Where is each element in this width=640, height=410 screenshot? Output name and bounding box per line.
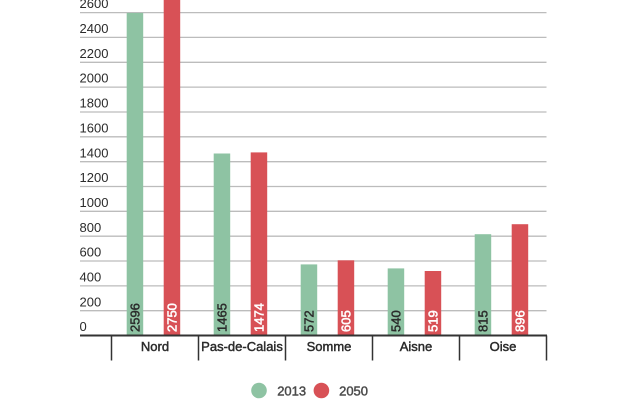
svg-text:519: 519 [426, 310, 441, 332]
svg-text:2200: 2200 [80, 46, 109, 61]
svg-text:2596: 2596 [128, 303, 143, 332]
svg-text:2000: 2000 [80, 71, 109, 86]
svg-text:Pas-de-Calais: Pas-de-Calais [201, 339, 283, 354]
svg-text:0: 0 [80, 319, 87, 334]
svg-text:605: 605 [339, 310, 354, 332]
svg-text:815: 815 [476, 310, 491, 332]
svg-text:2400: 2400 [80, 21, 109, 36]
svg-text:400: 400 [80, 270, 102, 285]
svg-text:600: 600 [80, 245, 102, 260]
svg-text:1000: 1000 [80, 195, 109, 210]
svg-text:2013: 2013 [277, 383, 306, 398]
svg-text:1800: 1800 [80, 96, 109, 111]
svg-text:1400: 1400 [80, 145, 109, 160]
svg-text:572: 572 [302, 310, 317, 332]
svg-text:Nord: Nord [141, 339, 169, 354]
svg-text:2600: 2600 [80, 0, 109, 11]
svg-text:Somme: Somme [307, 339, 352, 354]
svg-text:1200: 1200 [80, 170, 109, 185]
svg-text:1600: 1600 [80, 120, 109, 135]
svg-text:896: 896 [513, 310, 528, 332]
svg-text:2750: 2750 [165, 303, 180, 332]
svg-text:Aisne: Aisne [400, 339, 433, 354]
svg-text:Oise: Oise [490, 339, 517, 354]
svg-text:540: 540 [389, 310, 404, 332]
svg-text:200: 200 [80, 294, 102, 309]
svg-text:2050: 2050 [339, 383, 368, 398]
svg-text:800: 800 [80, 220, 102, 235]
svg-text:1474: 1474 [252, 303, 267, 332]
svg-text:1465: 1465 [215, 303, 230, 332]
